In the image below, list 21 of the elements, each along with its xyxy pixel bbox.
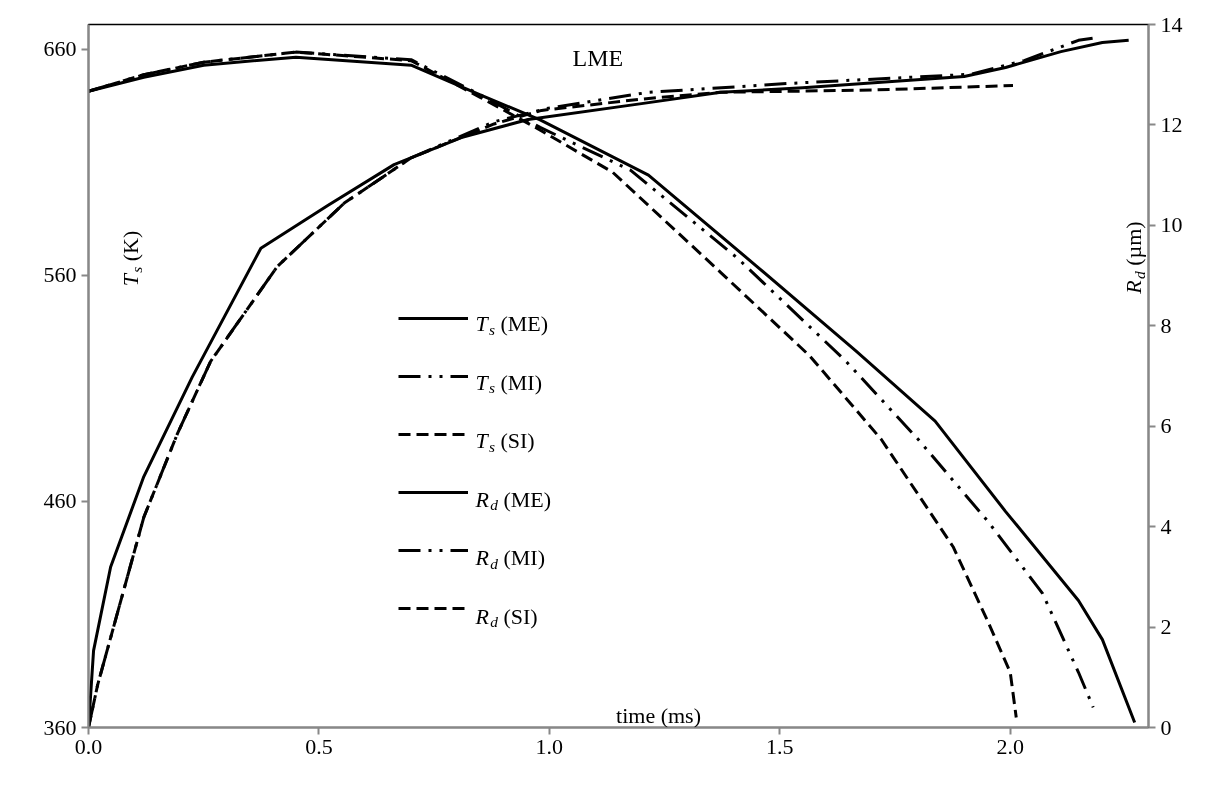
- y2-tick-label: 8: [1160, 312, 1172, 338]
- y2-tick-label: 12: [1160, 111, 1183, 137]
- y-axis-title: Ts (K): [118, 230, 145, 287]
- y-tick-label: 560: [43, 262, 77, 288]
- annotation: LME: [572, 44, 624, 71]
- x-tick-label: 2.0: [996, 733, 1024, 759]
- y2-axis-title: Rd (µm): [1121, 221, 1148, 295]
- y2-tick-label: 14: [1160, 11, 1183, 37]
- y2-tick-label: 10: [1160, 212, 1183, 238]
- x-tick-label: 1.5: [766, 733, 794, 759]
- x-axis-title: time (ms): [616, 703, 701, 728]
- y-tick-label: 460: [43, 488, 77, 514]
- x-tick-label: 1.0: [535, 733, 564, 759]
- y2-tick-label: 2: [1160, 614, 1172, 640]
- y-tick-label: 660: [43, 36, 77, 62]
- y2-tick-label: 6: [1160, 413, 1172, 439]
- y2-tick-label: 4: [1160, 513, 1172, 539]
- y-tick-label: 360: [43, 714, 77, 740]
- y2-tick-label: 0: [1160, 714, 1172, 740]
- x-tick-label: 0.5: [305, 733, 333, 759]
- x-tick-label: 0.0: [74, 733, 103, 759]
